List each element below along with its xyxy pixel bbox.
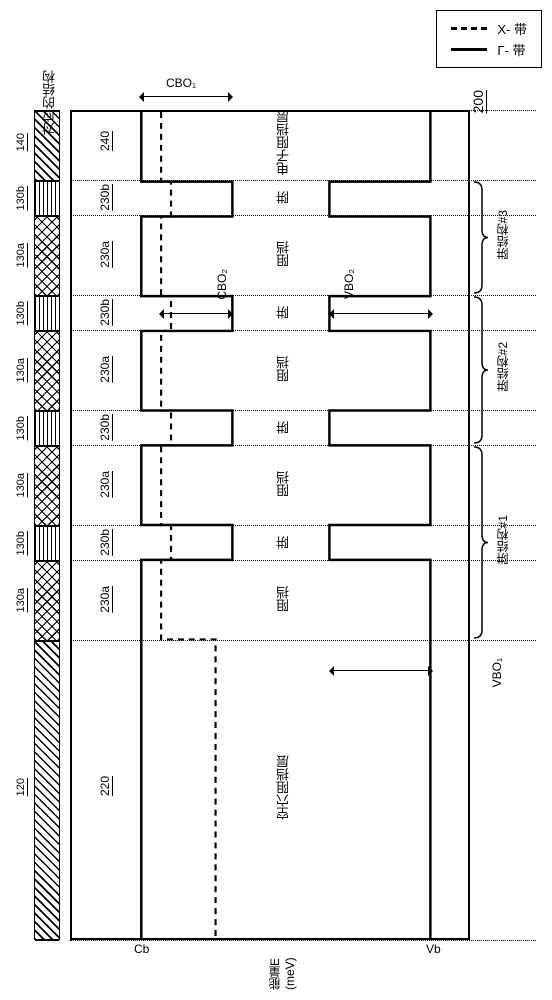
energy-axis-label: 能量E (meV) [266, 946, 297, 990]
region-label-1: 阱 [274, 191, 293, 204]
guide-line [70, 560, 536, 561]
layer-140: 140 [35, 111, 59, 181]
layer-130a1: 130a [35, 216, 59, 296]
region-label-4: 阻挡 [274, 356, 293, 382]
layer-130b1: 130b [35, 181, 59, 216]
region-label-7: 阱 [274, 536, 293, 549]
region-label-9: 空穴阻挡层 [274, 755, 293, 820]
layer-label-130b4: 130b [15, 531, 27, 555]
guide-line [70, 180, 536, 181]
legend-g-band: Γ- 带 [451, 40, 527, 59]
cbo2-label: CBO₂ [215, 269, 229, 300]
guide-line [70, 295, 536, 296]
region-label-6: 阻挡 [274, 471, 293, 497]
layer-130b2: 130b [35, 296, 59, 331]
layer-label-120: 120 [15, 778, 27, 796]
legend-x-band: X- 带 [451, 19, 527, 38]
layer-130b4: 130b [35, 526, 59, 561]
brace-2 [472, 445, 490, 640]
vbo1-arrow [330, 670, 432, 671]
region-label-2: 阻挡 [274, 241, 293, 267]
region-label-0: 电子阻挡层 [274, 110, 293, 175]
cbo1-arrow [140, 96, 232, 97]
legend-g-label: Γ- 带 [497, 40, 525, 59]
region-id-1: 230b [98, 184, 112, 211]
region-label-8: 阻挡 [274, 586, 293, 612]
region-id-6: 230a [98, 471, 112, 498]
cbo1-label: CBO₁ [166, 76, 196, 90]
layer-130a3: 130a [35, 446, 59, 526]
region-id-3: 230b [98, 299, 112, 326]
layer-130b3: 130b [35, 411, 59, 446]
region-id-4: 230a [98, 356, 112, 383]
region-id-8: 230a [98, 586, 112, 613]
brace-0 [472, 180, 490, 295]
guide-line [70, 640, 536, 641]
region-id-9: 220 [98, 776, 112, 796]
legend: X- 带 Γ- 带 [436, 10, 542, 68]
region-id-2: 230a [98, 241, 112, 268]
region-id-0: 240 [98, 131, 112, 151]
guide-line [70, 110, 536, 111]
guide-line [70, 445, 536, 446]
region-id-5: 230b [98, 414, 112, 441]
legend-x-label: X- 带 [497, 19, 527, 38]
brace-label-2: 阱结构#1 [494, 515, 511, 564]
layer-label-130b3: 130b [15, 416, 27, 440]
layer-label-130a1: 130a [15, 243, 27, 267]
region-label-5: 阱 [274, 421, 293, 434]
layer-120: 120 [35, 641, 59, 941]
cb-label: Cb [134, 942, 149, 956]
guide-line [70, 525, 536, 526]
brace-label-1: 阱结构#2 [494, 342, 511, 391]
layer-label-140: 140 [15, 133, 27, 151]
layer-130a2: 130a [35, 331, 59, 411]
layer-label-130a2: 130a [15, 358, 27, 382]
dashed-swatch [451, 27, 487, 30]
region-id-7: 230b [98, 529, 112, 556]
guide-line [70, 330, 536, 331]
layer-strip: 140130b130a130b130a130b130a130b130a120 [34, 110, 60, 940]
layer-label-130a4: 130a [15, 588, 27, 612]
layer-130a4: 130a [35, 561, 59, 641]
solid-swatch [451, 48, 487, 51]
layer-label-130a3: 130a [15, 473, 27, 497]
figure-container: X- 带 Γ- 带 对应的结构 200 140130b130a130b130a1… [10, 10, 542, 990]
vbo1-label: VBO₁ [490, 658, 504, 687]
brace-label-0: 阱结构#3 [494, 210, 511, 259]
layer-label-130b2: 130b [15, 301, 27, 325]
guide-line [70, 410, 536, 411]
brace-1 [472, 295, 490, 445]
vbo2-label: VBO₂ [342, 269, 356, 299]
layer-label-130b1: 130b [15, 186, 27, 210]
guide-line [70, 215, 536, 216]
vbo2-arrow [330, 313, 432, 314]
guide-line [70, 940, 536, 941]
cbo2-arrow [160, 313, 232, 314]
region-label-3: 阱 [274, 306, 293, 319]
vb-label: Vb [426, 942, 441, 956]
